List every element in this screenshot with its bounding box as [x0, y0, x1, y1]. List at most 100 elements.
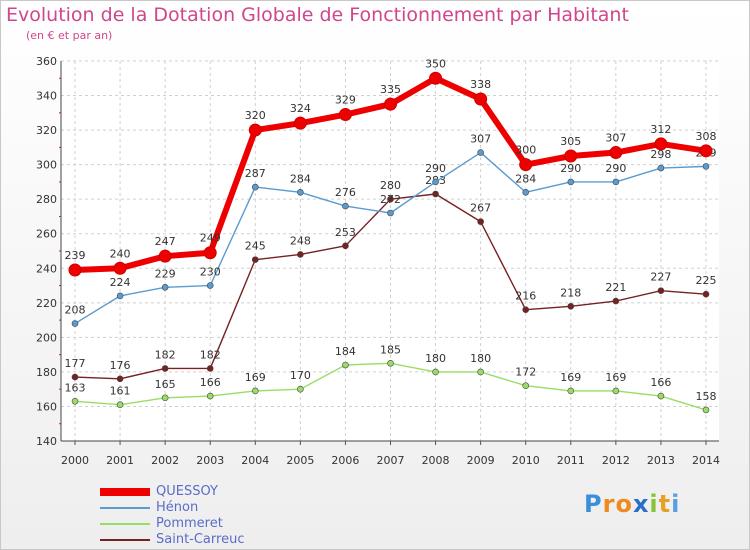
data-label: 290 — [425, 162, 446, 175]
data-label: 172 — [515, 366, 536, 379]
data-point — [387, 195, 394, 203]
data-point — [206, 282, 214, 289]
data-point — [702, 290, 710, 298]
data-point — [293, 116, 307, 130]
y-tick-label: 200 — [36, 331, 57, 344]
data-point — [116, 292, 124, 300]
y-tick-label: 140 — [36, 435, 57, 448]
data-point — [657, 164, 665, 172]
data-label: 218 — [560, 286, 581, 299]
data-label: 176 — [110, 359, 131, 372]
y-tick-label: 340 — [36, 90, 57, 103]
data-label: 307 — [470, 133, 491, 146]
data-label: 180 — [425, 352, 446, 365]
data-point — [206, 392, 214, 400]
data-label: 298 — [650, 148, 671, 161]
data-point — [387, 359, 394, 367]
data-label: 169 — [605, 371, 626, 384]
data-point — [206, 365, 214, 372]
data-point — [432, 190, 439, 198]
data-point — [71, 320, 79, 327]
data-point — [161, 283, 169, 291]
y-tick-label: 280 — [36, 193, 57, 206]
legend-label: Pommeret — [156, 516, 223, 531]
x-tick-label: 2006 — [331, 454, 359, 467]
data-label: 166 — [650, 376, 671, 389]
line-chart: 140 160 180 200 220 240 260 280 300 320 340 360 2000… — [36, 55, 720, 467]
data-label: 324 — [290, 102, 311, 115]
data-label: 169 — [245, 371, 266, 384]
data-point — [342, 361, 349, 369]
logo-letter: x — [632, 490, 650, 518]
data-point — [474, 92, 488, 106]
data-label: 320 — [245, 109, 266, 122]
y-tick-label: 180 — [36, 366, 57, 379]
data-point — [71, 397, 79, 405]
data-point — [432, 368, 439, 376]
data-label: 225 — [696, 274, 717, 287]
data-label: 180 — [470, 352, 491, 365]
data-label: 185 — [380, 343, 401, 356]
y-tick-label: 300 — [36, 159, 57, 172]
y-tick-label: 220 — [36, 297, 57, 310]
data-point — [387, 209, 394, 217]
legend-label: Saint-Carreuc — [156, 532, 245, 547]
data-label: 267 — [470, 202, 491, 215]
x-tick-label: 2010 — [512, 454, 540, 467]
y-tick-label: 240 — [36, 262, 57, 275]
x-tick-label: 2005 — [286, 454, 314, 467]
data-point — [161, 394, 169, 402]
x-tick-label: 2000 — [61, 454, 89, 467]
data-label: 182 — [155, 348, 176, 361]
data-point — [342, 202, 349, 210]
data-point — [612, 297, 620, 305]
y-tick-label: 360 — [36, 55, 57, 68]
data-label: 247 — [155, 235, 176, 248]
data-label: 170 — [290, 369, 311, 382]
data-point — [567, 302, 575, 310]
data-point — [657, 392, 665, 400]
data-label: 290 — [605, 162, 626, 175]
data-point — [251, 256, 259, 263]
data-label: 169 — [560, 371, 581, 384]
x-tick-label: 2003 — [196, 454, 224, 467]
data-point — [432, 178, 439, 186]
data-point — [654, 137, 668, 151]
chart-title: Evolution de la Dotation Globale de Fonc… — [6, 4, 629, 26]
legend-swatch — [100, 488, 150, 496]
data-label: 239 — [65, 249, 86, 262]
data-point — [519, 158, 533, 172]
data-point — [338, 108, 352, 122]
data-label: 308 — [696, 130, 717, 143]
data-label: 248 — [290, 234, 311, 247]
data-point — [609, 146, 623, 160]
data-point — [297, 188, 304, 196]
data-label: 329 — [335, 94, 356, 107]
data-point — [477, 149, 484, 156]
data-label: 290 — [560, 162, 581, 175]
data-label: 253 — [335, 226, 356, 239]
logo-letter: t — [658, 490, 672, 518]
data-point — [564, 149, 578, 163]
data-label: 224 — [110, 276, 131, 289]
chart-subtitle: (en € et par an) — [26, 29, 113, 42]
data-label: 158 — [696, 390, 717, 403]
data-point — [522, 306, 530, 314]
data-point — [522, 382, 530, 390]
data-label: 230 — [200, 266, 221, 279]
data-label: 272 — [380, 193, 401, 206]
data-label: 229 — [155, 267, 176, 280]
data-point — [477, 218, 484, 225]
legend-label: QUESSOY — [156, 484, 218, 499]
data-point — [116, 401, 124, 409]
data-point — [567, 178, 575, 186]
data-label: 287 — [245, 167, 266, 180]
data-label: 350 — [425, 57, 446, 70]
data-point — [612, 387, 620, 395]
data-point — [384, 97, 397, 111]
legend-swatch — [100, 539, 150, 541]
data-label: 305 — [560, 135, 581, 148]
data-point — [251, 387, 259, 395]
data-label: 307 — [605, 132, 626, 145]
data-point — [702, 406, 710, 414]
